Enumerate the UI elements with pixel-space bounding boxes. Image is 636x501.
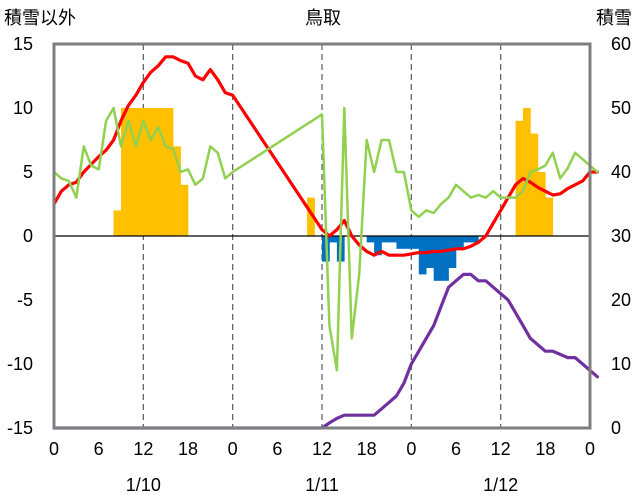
x-tick-label: 0 [406, 439, 416, 459]
bar [135, 108, 144, 236]
left-tick-label: 15 [13, 34, 33, 54]
bar [389, 236, 397, 243]
x-tick-label: 12 [133, 439, 153, 459]
bar [537, 172, 546, 236]
bar [366, 236, 375, 243]
left-tick-label: 10 [13, 98, 33, 118]
bar [448, 236, 457, 268]
bar [470, 236, 479, 243]
bar [150, 108, 159, 236]
bar [143, 108, 152, 236]
left-tick-label: -15 [7, 418, 33, 438]
x-tick-label: 18 [357, 439, 377, 459]
x-tick-label: 18 [178, 439, 198, 459]
bar [433, 236, 442, 281]
bar [381, 236, 390, 243]
date-label: 1/12 [483, 475, 518, 495]
bar [515, 120, 524, 236]
series-line [52, 106, 599, 372]
bar [441, 236, 449, 281]
bar [128, 108, 137, 236]
bar [418, 236, 427, 275]
left-tick-label: -5 [17, 290, 33, 310]
x-tick-label: 6 [94, 439, 104, 459]
bar [307, 197, 315, 236]
date-label: 1/10 [126, 475, 161, 495]
right-tick-label: 30 [611, 226, 631, 246]
right-tick-label: 60 [611, 34, 631, 54]
bar [374, 236, 382, 256]
bar [329, 236, 338, 243]
right-tick-label: 40 [611, 162, 631, 182]
bar [456, 236, 464, 249]
date-label: 1/11 [305, 475, 339, 495]
x-tick-label: 0 [49, 439, 59, 459]
bar [180, 184, 189, 236]
left-tick-label: 5 [23, 162, 33, 182]
left-tick-label: -10 [7, 354, 33, 374]
bar [463, 236, 472, 243]
bar [173, 146, 181, 236]
plot-frame [52, 42, 592, 430]
x-tick-label: 6 [451, 439, 461, 459]
series-line [52, 272, 600, 430]
right-tick-label: 0 [611, 418, 621, 438]
x-tick-label: 18 [535, 439, 555, 459]
bar [121, 108, 129, 236]
series-line [52, 55, 600, 257]
x-tick-label: 0 [585, 439, 595, 459]
right-tick-label: 20 [611, 290, 631, 310]
right-tick-label: 50 [611, 98, 631, 118]
lines-layer [52, 55, 600, 430]
bar [113, 210, 122, 236]
bars-layer [113, 108, 554, 281]
right-tick-label: 10 [611, 354, 631, 374]
x-tick-label: 0 [228, 439, 238, 459]
left-axis-title: 積雪以外 [4, 8, 76, 29]
x-tick-label: 12 [312, 439, 332, 459]
bar [523, 108, 531, 236]
chart-title: 鳥取 [305, 8, 341, 29]
bar [545, 197, 554, 236]
bar [411, 236, 420, 249]
x-tick-label: 12 [491, 439, 511, 459]
bar [158, 108, 166, 236]
bar [403, 236, 412, 249]
left-tick-label: 0 [23, 226, 33, 246]
right-axis-title: 積雪 [596, 8, 632, 29]
bar [165, 108, 174, 236]
bar [396, 236, 405, 249]
x-tick-label: 6 [272, 439, 282, 459]
